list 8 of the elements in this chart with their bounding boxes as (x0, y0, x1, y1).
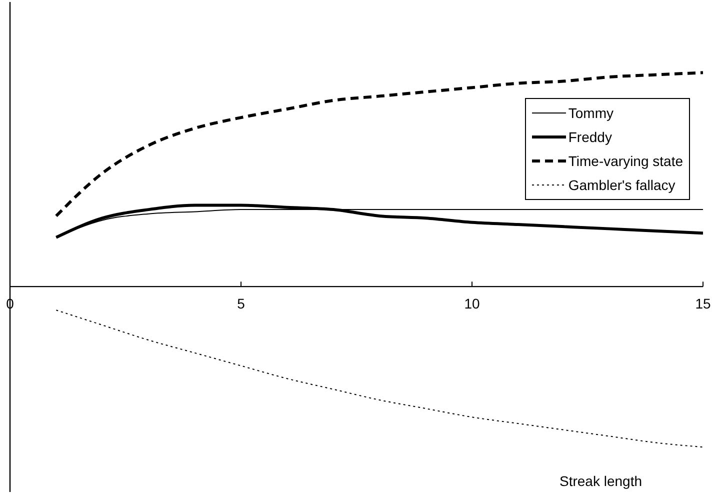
x-tick-label: 15 (695, 296, 711, 312)
x-tick-label: 5 (237, 296, 246, 312)
legend-label: Gambler's fallacy (568, 177, 676, 193)
legend-label: Tommy (568, 105, 614, 121)
legend-label: Time-varying state (568, 153, 683, 169)
x-tick-label: 10 (464, 296, 480, 312)
legend-label: Freddy (568, 129, 612, 145)
x-axis-title: Streak length (560, 473, 642, 489)
